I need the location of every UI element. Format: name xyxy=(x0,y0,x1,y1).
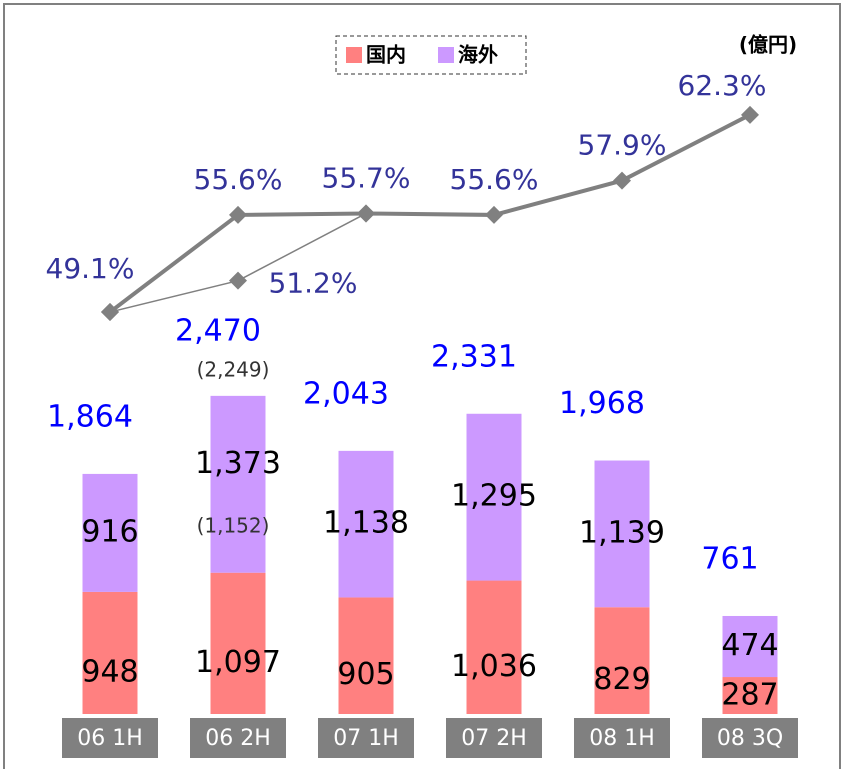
value-label: 905 xyxy=(337,657,394,692)
annotation: (1,152) xyxy=(197,514,270,538)
bar-segment xyxy=(338,597,394,714)
ratio-marker xyxy=(229,205,247,224)
value-label: 1,097 xyxy=(195,645,281,680)
ratio-label: 55.7% xyxy=(322,161,411,194)
ratio-marker xyxy=(229,271,247,290)
ratio-line xyxy=(108,113,751,314)
bar-segment xyxy=(594,607,650,714)
value-label: 829 xyxy=(593,662,650,697)
total-label: 1,864 xyxy=(47,399,133,434)
x-tick-label: 08 1H xyxy=(589,726,655,751)
total-label: 2,470 xyxy=(175,313,261,348)
bar-segment xyxy=(82,591,138,714)
legend-swatch xyxy=(438,47,454,63)
x-tick-label: 06 2H xyxy=(205,726,271,751)
category-box xyxy=(318,718,414,758)
ratio-label: 49.1% xyxy=(46,252,135,285)
legend-box xyxy=(335,35,527,75)
annotation: (2,249) xyxy=(197,358,270,382)
ratio-marker xyxy=(485,205,503,224)
bar-segment xyxy=(722,615,778,678)
ratio-label: 62.3% xyxy=(678,69,767,102)
ratio-marker xyxy=(613,171,631,190)
ratio-marker xyxy=(101,303,119,322)
total-label: 761 xyxy=(701,541,758,576)
value-label: 948 xyxy=(81,654,138,689)
bar-segment xyxy=(722,677,778,714)
frame xyxy=(3,3,841,773)
legend-label: 国内 xyxy=(366,43,406,67)
category-box xyxy=(702,718,798,758)
unit: (億円) xyxy=(739,33,797,57)
x-tick-label: 07 1H xyxy=(333,726,399,751)
ratio-label: 55.6% xyxy=(194,163,283,196)
x-tick-label: 06 1H xyxy=(77,726,143,751)
ratio-marker xyxy=(741,105,759,124)
value-label: 287 xyxy=(721,678,778,713)
value-label: 1,373 xyxy=(195,446,281,481)
total-label: 1,968 xyxy=(559,386,645,421)
ratio-label: 55.6% xyxy=(450,163,539,196)
category-box xyxy=(574,718,670,758)
ratio-label: 57.9% xyxy=(578,129,667,162)
total-label: 2,331 xyxy=(431,339,517,374)
bar-segment xyxy=(210,572,266,714)
value-label: 1,138 xyxy=(323,506,409,541)
value-label: 916 xyxy=(81,514,138,549)
value-label: 1,139 xyxy=(579,515,665,550)
ratio-marker xyxy=(357,204,375,223)
ratio-label: 51.2% xyxy=(269,267,358,300)
value-label: 474 xyxy=(721,628,778,663)
x-tick-label: 08 3Q xyxy=(717,726,783,751)
bar-segment xyxy=(466,580,522,714)
bar-segment xyxy=(210,395,266,573)
bar-segment xyxy=(466,413,522,581)
total-label: 2,043 xyxy=(303,376,389,411)
category-box xyxy=(62,718,158,758)
value-label: 1,295 xyxy=(451,479,537,514)
value-label: 1,036 xyxy=(451,649,537,684)
x-tick-label: 07 2H xyxy=(461,726,527,751)
category-box xyxy=(446,718,542,758)
bar-segment xyxy=(338,450,394,598)
bar-segment xyxy=(594,460,650,608)
legend-label: 海外 xyxy=(458,43,498,67)
category-box xyxy=(190,718,286,758)
bar-segment xyxy=(82,473,138,592)
legend-swatch xyxy=(346,47,362,63)
